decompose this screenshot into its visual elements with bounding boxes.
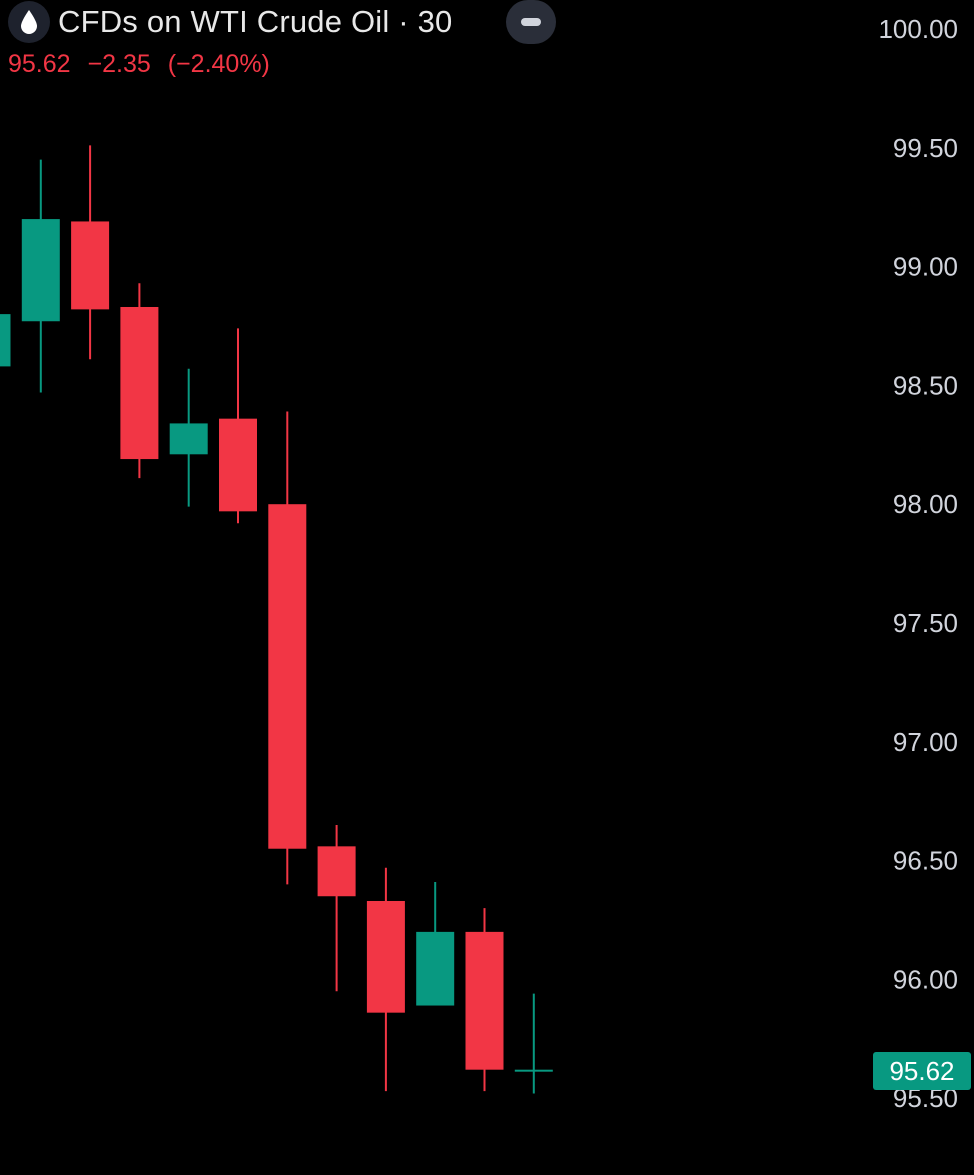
candle-10[interactable]	[465, 908, 504, 1092]
symbol-logo[interactable]	[8, 1, 50, 43]
candle-body-11	[514, 1069, 553, 1072]
candle-0[interactable]	[0, 302, 11, 385]
y-axis-tick-3: 97.00	[893, 727, 958, 757]
candle-8[interactable]	[366, 867, 405, 1092]
price-change-percent: (−2.40%)	[167, 50, 270, 78]
price-change-value: −2.35	[87, 50, 151, 78]
y-axis-tick-8: 99.50	[893, 133, 958, 163]
candle-body-6	[268, 504, 307, 849]
y-axis-tick-2: 96.50	[893, 846, 958, 876]
candle-body-3	[120, 306, 159, 460]
y-axis-tick-6: 98.50	[893, 370, 958, 400]
candle-body-9	[416, 931, 455, 1006]
minus-icon	[521, 18, 541, 26]
collapse-legend-button[interactable]	[506, 0, 556, 44]
y-axis-tick-4: 97.50	[893, 608, 958, 638]
candle-1[interactable]	[21, 159, 60, 393]
candle-9[interactable]	[416, 881, 455, 1006]
last-price-value: 95.62	[8, 50, 71, 78]
y-axis-tick-1: 96.00	[893, 964, 958, 994]
candle-4[interactable]	[169, 368, 208, 507]
y-axis-tick-9: 100.00	[878, 14, 958, 44]
candle-body-4	[169, 423, 208, 455]
y-axis-tick-7: 99.00	[893, 252, 958, 282]
candle-body-5	[219, 418, 257, 512]
candle-2[interactable]	[71, 145, 110, 360]
candle-6[interactable]	[268, 411, 307, 885]
candle-body-1	[21, 219, 60, 322]
candle-body-10	[465, 931, 504, 1070]
candle-5[interactable]	[219, 328, 257, 524]
last-price-badge: 95.62	[873, 1052, 971, 1090]
symbol-title[interactable]: CFDs on WTI Crude Oil · 30	[58, 4, 453, 39]
price-line: 95.62 −2.35 (−2.40%)	[8, 50, 280, 79]
candle-body-2	[71, 221, 110, 310]
candle-3[interactable]	[120, 283, 159, 479]
candle-body-0	[0, 314, 11, 367]
chart-header: CFDs on WTI Crude Oil · 30	[8, 0, 453, 44]
y-axis-tick-5: 98.00	[893, 489, 958, 519]
oil-drop-icon	[21, 10, 37, 34]
candle-11[interactable]	[514, 993, 553, 1094]
candle-body-7	[317, 846, 356, 897]
candle-7[interactable]	[317, 824, 356, 992]
candle-body-8	[366, 900, 405, 1013]
